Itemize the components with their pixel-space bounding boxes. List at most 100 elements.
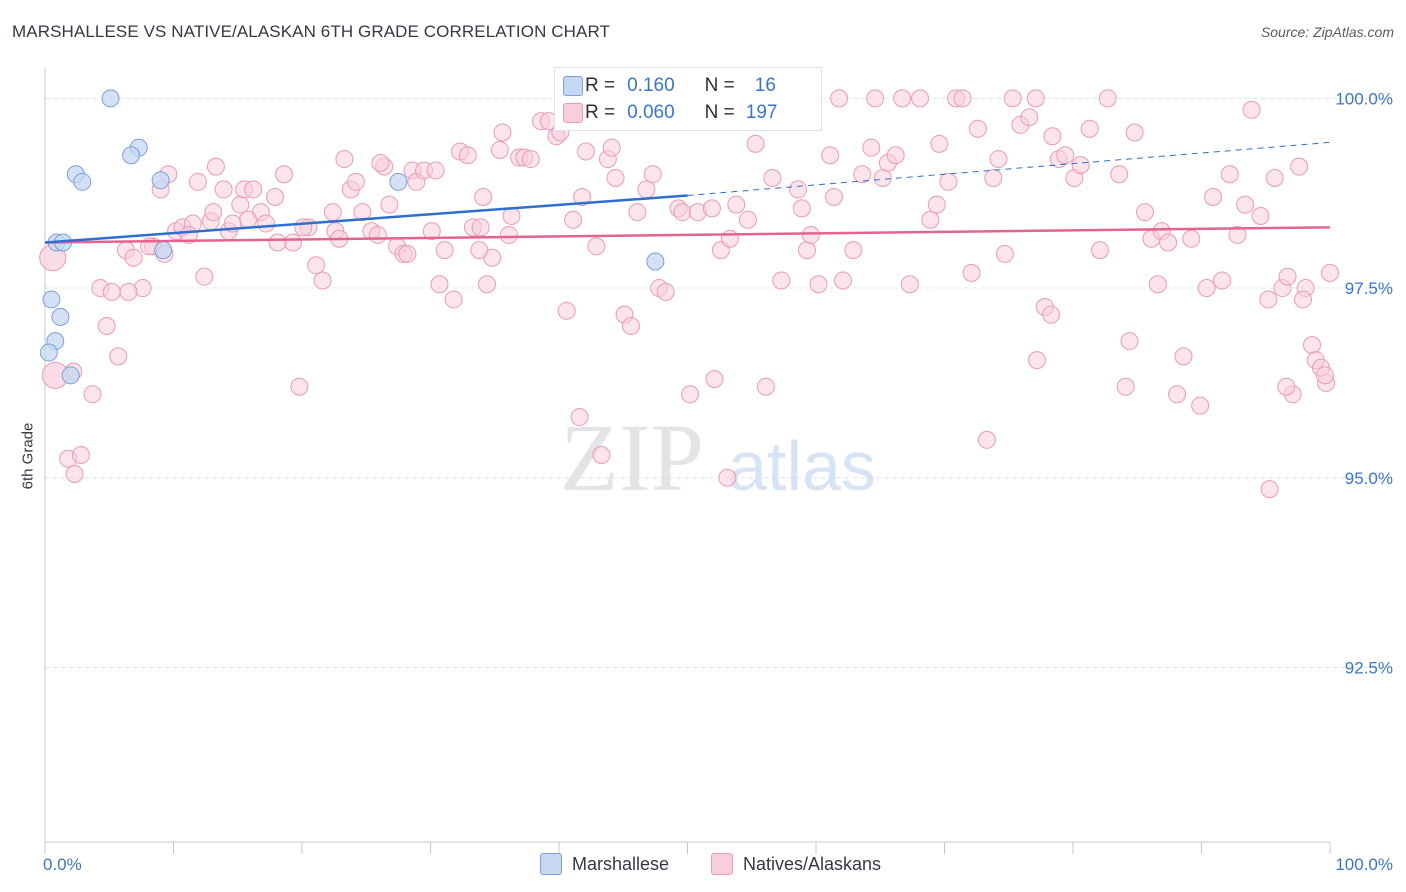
natives-point — [493, 123, 512, 142]
natives-point — [1290, 157, 1309, 176]
marshallese-point — [122, 146, 141, 165]
natives-point — [1197, 279, 1216, 298]
natives-point — [718, 468, 737, 487]
natives-point — [444, 290, 463, 309]
natives-point — [102, 282, 121, 301]
natives-point — [643, 165, 662, 184]
natives-point — [521, 150, 540, 169]
legend-swatch-natives — [711, 853, 733, 875]
natives-point — [109, 347, 128, 366]
natives-point — [368, 225, 387, 244]
marshallese-trend-line — [44, 194, 688, 244]
natives-point — [435, 241, 454, 260]
natives-point — [900, 275, 919, 294]
natives-point — [1294, 290, 1313, 309]
natives-point — [772, 271, 791, 290]
natives-point — [989, 150, 1008, 169]
natives-point — [789, 180, 808, 199]
natives-point — [702, 199, 721, 218]
natives-point — [426, 161, 445, 180]
natives-point — [284, 233, 303, 252]
natives-point — [119, 282, 138, 301]
gridlines — [45, 97, 1392, 668]
y-tick-label: 100.0% — [1335, 89, 1393, 108]
natives-point — [564, 210, 583, 229]
natives-point — [833, 271, 852, 290]
natives-point — [307, 256, 326, 275]
natives-point — [1315, 366, 1334, 385]
natives-point — [1242, 100, 1261, 119]
natives-points — [39, 89, 1339, 499]
natives-trend-line — [44, 226, 1331, 244]
natives-point — [727, 195, 746, 214]
chart-title: MARSHALLESE VS NATIVE/ALASKAN 6TH GRADE … — [12, 22, 611, 41]
natives-point — [124, 248, 143, 267]
marshallese-point — [73, 172, 92, 191]
natives-point — [1259, 290, 1278, 309]
legend-item-natives: Natives/Alaskans — [711, 852, 881, 876]
marshallese-point — [39, 343, 58, 362]
natives-point — [398, 244, 417, 263]
natives-point — [1303, 335, 1322, 354]
marshallese-point — [61, 366, 80, 385]
natives-point — [244, 180, 263, 199]
natives-point — [478, 275, 497, 294]
natives-point — [83, 385, 102, 404]
natives-point — [681, 385, 700, 404]
natives-point — [1090, 241, 1109, 260]
natives-point — [1213, 271, 1232, 290]
natives-point — [1277, 377, 1296, 396]
natives-point — [71, 446, 90, 464]
natives-point — [1028, 351, 1047, 370]
natives-point — [830, 89, 849, 108]
natives-point — [921, 210, 940, 229]
marshallese-point — [646, 252, 665, 271]
natives-point — [968, 119, 987, 138]
natives-point — [824, 188, 843, 206]
natives-point — [801, 225, 820, 244]
natives-point — [204, 203, 223, 222]
natives-point — [275, 165, 294, 184]
natives-point — [911, 89, 930, 108]
legend-swatch-marshallese — [540, 853, 562, 875]
natives-point — [335, 150, 354, 169]
natives-point — [792, 199, 811, 218]
natives-point — [809, 275, 828, 294]
natives-point — [953, 89, 972, 108]
legend-label-natives: Natives/Alaskans — [743, 853, 882, 874]
legend-label-marshallese: Marshallese — [572, 853, 670, 874]
natives-point — [1020, 108, 1039, 127]
natives-point — [1251, 206, 1270, 225]
natives-point — [587, 237, 606, 256]
y-tick-label: 97.5% — [1345, 279, 1393, 298]
natives-point — [705, 370, 724, 389]
natives-point — [1120, 332, 1139, 351]
natives-point — [798, 241, 817, 260]
natives-point — [422, 222, 441, 241]
x-tick-label-max: 100.0% — [1335, 855, 1393, 874]
natives-point — [1116, 377, 1135, 396]
natives-point — [353, 203, 372, 222]
natives-point — [471, 218, 490, 237]
natives-point — [1204, 188, 1223, 206]
watermark-atlas: atlas — [728, 427, 876, 505]
natives-point — [1168, 385, 1187, 404]
natives-point — [930, 134, 949, 153]
trend-lines — [44, 141, 1331, 244]
natives-point — [195, 267, 214, 286]
natives-point — [290, 377, 309, 396]
natives-point — [962, 263, 981, 282]
natives-point — [570, 408, 589, 427]
marshallese-point — [154, 241, 173, 260]
natives-point — [188, 172, 207, 191]
natives-point — [606, 169, 625, 188]
natives-point — [214, 180, 233, 199]
natives-point — [1056, 146, 1075, 165]
natives-point — [576, 142, 595, 161]
natives-point — [1260, 480, 1279, 499]
natives-point — [621, 317, 640, 335]
natives-point — [1110, 165, 1129, 184]
legend-r-label: R = — [585, 75, 616, 96]
natives-point — [1236, 195, 1255, 214]
legend-n-label: N = — [704, 75, 735, 96]
